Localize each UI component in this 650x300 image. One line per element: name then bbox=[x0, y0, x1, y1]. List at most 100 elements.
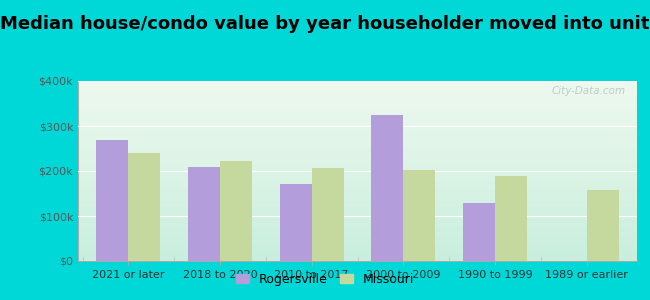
Bar bbox=[220, 161, 252, 261]
Bar bbox=[188, 167, 220, 261]
Bar bbox=[78, 119, 637, 121]
Bar bbox=[78, 83, 637, 85]
Bar bbox=[78, 207, 637, 209]
Bar bbox=[78, 81, 637, 83]
Bar bbox=[371, 115, 403, 261]
Bar bbox=[78, 212, 637, 214]
Bar bbox=[78, 257, 637, 259]
Bar bbox=[78, 122, 637, 124]
Bar bbox=[78, 259, 637, 261]
Bar bbox=[78, 115, 637, 117]
Text: City-Data.com: City-Data.com bbox=[552, 86, 626, 96]
Bar bbox=[78, 155, 637, 157]
Bar bbox=[78, 173, 637, 175]
Bar bbox=[78, 216, 637, 218]
Bar bbox=[78, 153, 637, 155]
Bar bbox=[78, 187, 637, 189]
Bar bbox=[78, 245, 637, 247]
Bar bbox=[78, 133, 637, 135]
Bar bbox=[78, 229, 637, 230]
Bar bbox=[78, 230, 637, 232]
Bar bbox=[78, 130, 637, 131]
Bar bbox=[129, 153, 161, 261]
Bar bbox=[78, 142, 637, 144]
Bar bbox=[78, 220, 637, 221]
Bar bbox=[78, 144, 637, 146]
Bar bbox=[78, 175, 637, 176]
Bar bbox=[78, 166, 637, 167]
Bar bbox=[78, 171, 637, 173]
Bar bbox=[78, 250, 637, 252]
Bar bbox=[78, 90, 637, 92]
Bar bbox=[78, 95, 637, 97]
Bar bbox=[78, 137, 637, 139]
Bar bbox=[78, 205, 637, 207]
Bar bbox=[78, 236, 637, 238]
Bar bbox=[78, 148, 637, 149]
Bar bbox=[78, 86, 637, 88]
Bar bbox=[78, 234, 637, 236]
Bar bbox=[78, 202, 637, 203]
Bar bbox=[312, 168, 344, 261]
Bar bbox=[78, 223, 637, 225]
Bar bbox=[78, 218, 637, 220]
Bar bbox=[78, 211, 637, 212]
Bar bbox=[78, 185, 637, 187]
Bar bbox=[78, 214, 637, 216]
Bar bbox=[78, 113, 637, 115]
Bar bbox=[78, 247, 637, 248]
Bar bbox=[78, 103, 637, 104]
Bar bbox=[78, 85, 637, 86]
Bar bbox=[78, 101, 637, 103]
Bar bbox=[78, 178, 637, 180]
Bar bbox=[78, 248, 637, 250]
Bar bbox=[78, 232, 637, 234]
Bar bbox=[78, 203, 637, 205]
Bar bbox=[78, 146, 637, 148]
Bar bbox=[78, 225, 637, 227]
Bar bbox=[78, 189, 637, 191]
Bar bbox=[78, 164, 637, 166]
Bar bbox=[78, 117, 637, 119]
Bar bbox=[78, 241, 637, 243]
Bar bbox=[78, 104, 637, 106]
Bar bbox=[78, 180, 637, 182]
Bar bbox=[463, 202, 495, 261]
Legend: Rogersville, Missouri: Rogersville, Missouri bbox=[231, 268, 419, 291]
Bar bbox=[78, 221, 637, 223]
Bar bbox=[78, 243, 637, 245]
Bar bbox=[78, 167, 637, 169]
Bar bbox=[78, 92, 637, 94]
Bar bbox=[280, 184, 312, 261]
Bar bbox=[78, 254, 637, 256]
Bar bbox=[78, 108, 637, 110]
Bar bbox=[78, 191, 637, 193]
Bar bbox=[78, 158, 637, 160]
Bar bbox=[78, 110, 637, 112]
Bar bbox=[78, 176, 637, 178]
Text: Median house/condo value by year householder moved into unit: Median house/condo value by year househo… bbox=[0, 15, 650, 33]
Bar bbox=[78, 157, 637, 158]
Bar bbox=[78, 97, 637, 99]
Bar bbox=[586, 190, 619, 261]
Bar bbox=[78, 200, 637, 202]
Bar bbox=[495, 176, 527, 261]
Bar bbox=[78, 238, 637, 239]
Bar bbox=[78, 88, 637, 90]
Bar bbox=[403, 170, 436, 261]
Bar bbox=[78, 184, 637, 185]
Bar bbox=[78, 135, 637, 137]
Bar bbox=[78, 252, 637, 254]
Bar bbox=[78, 131, 637, 133]
Bar bbox=[78, 112, 637, 113]
Bar bbox=[78, 182, 637, 184]
Bar bbox=[78, 169, 637, 171]
Bar bbox=[78, 140, 637, 142]
Bar bbox=[78, 196, 637, 198]
Bar bbox=[78, 149, 637, 151]
Bar bbox=[78, 106, 637, 108]
Bar bbox=[78, 121, 637, 122]
Bar bbox=[78, 256, 637, 257]
Bar bbox=[78, 160, 637, 162]
Bar bbox=[78, 128, 637, 130]
